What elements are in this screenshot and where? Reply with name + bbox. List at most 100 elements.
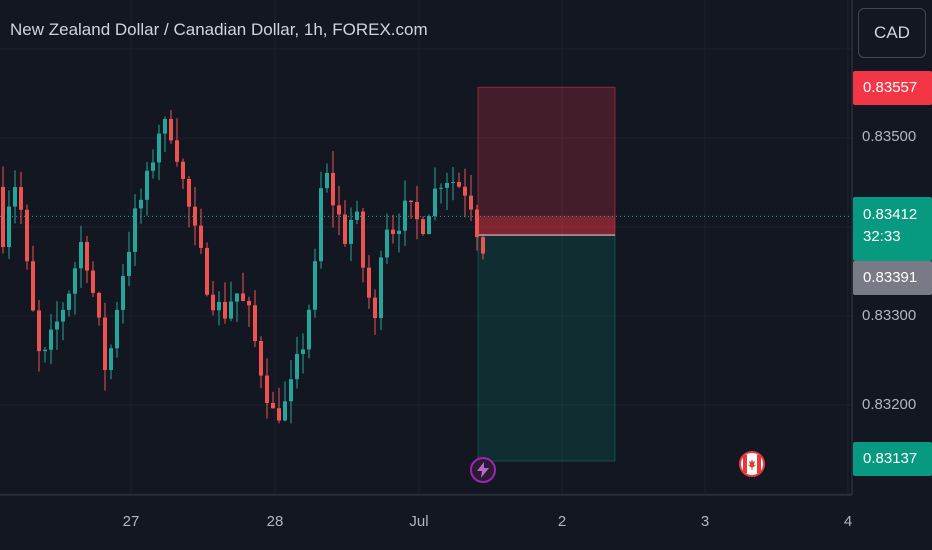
candle-body (157, 133, 161, 163)
candles (1, 109, 485, 424)
candle-body (343, 214, 347, 244)
candle-body (265, 375, 269, 403)
candle-body (331, 172, 335, 206)
candle-body (31, 261, 35, 311)
price-label-0.83300: 0.83300 (862, 307, 917, 324)
candle-body (115, 309, 119, 349)
candle-body (61, 309, 65, 322)
candle-body (391, 229, 395, 235)
candle-body (469, 195, 473, 210)
candle-body (91, 270, 95, 293)
candle-body (211, 294, 215, 311)
candle-body (283, 401, 287, 421)
target-price-badge: 0.83137 (853, 442, 932, 476)
candle-body (421, 219, 425, 235)
candle-body (451, 182, 455, 184)
candle-body (433, 188, 437, 217)
candle-body (481, 237, 485, 254)
candle-body (349, 219, 353, 244)
candle-body (319, 188, 323, 262)
candle-body (463, 186, 467, 196)
candle-body (247, 300, 251, 306)
candle-body (367, 267, 371, 298)
candle-body (475, 209, 479, 238)
candle-body (1, 186, 5, 248)
stop-price-badge: 0.83557 (853, 71, 932, 105)
candle-body (49, 329, 53, 350)
candle-body (109, 348, 113, 371)
candle-body (163, 119, 167, 134)
chart-title: New Zealand Dollar / Canadian Dollar, 1h… (10, 20, 428, 39)
candle-body (103, 317, 107, 371)
canada-flag-icon[interactable] (739, 451, 765, 477)
candle-body (415, 202, 419, 220)
candle-body (37, 310, 41, 352)
candle-body (139, 199, 143, 209)
time-label-3: 3 (700, 513, 710, 530)
candle-body (337, 205, 341, 215)
price-label-0.83500: 0.83500 (862, 128, 917, 145)
time-label-28: 28 (266, 513, 284, 530)
candle-body (73, 268, 77, 294)
candle-body (55, 321, 59, 330)
candle-body (223, 301, 227, 319)
candle-body (439, 187, 443, 189)
candle-body (19, 187, 23, 210)
open-pnl-zone (478, 216, 615, 236)
time-label-jul: Jul (409, 513, 429, 530)
candle-body (379, 257, 383, 319)
candle-body (85, 241, 89, 271)
candle-body (145, 170, 149, 200)
candle-body (271, 402, 275, 409)
candle-body (445, 182, 449, 188)
candle-body (427, 216, 431, 235)
candle-body (361, 211, 365, 268)
current-price-value: 0.83412 (863, 206, 918, 223)
take-profit-zone (477, 234, 616, 462)
time-label-4: 4 (843, 513, 853, 530)
stop-loss-zone (477, 86, 616, 236)
candle-body (385, 229, 389, 258)
candle-body (397, 230, 401, 235)
chart-grid (0, 0, 852, 495)
candle-body (133, 208, 137, 252)
price-label-0.83200: 0.83200 (862, 396, 917, 413)
candle-body (277, 408, 281, 421)
current-price-badge: 0.83412 32:33 (853, 197, 932, 261)
candle-body (409, 200, 413, 203)
candle-body (301, 349, 305, 354)
candle-body (457, 182, 461, 187)
time-label-2: 2 (557, 513, 567, 530)
candle-body (13, 187, 17, 207)
candle-body (289, 379, 293, 402)
candle-body (43, 349, 47, 352)
candle-body (181, 161, 185, 179)
candle-body (217, 301, 221, 311)
time-label-27: 27 (122, 513, 140, 530)
entry-price-badge: 0.83391 (853, 261, 932, 295)
candle-body (97, 292, 101, 318)
candle-body (205, 247, 209, 295)
candle-body (175, 140, 179, 162)
position-zones (477, 86, 616, 462)
candle-body (259, 340, 263, 376)
candle-body (121, 275, 125, 310)
candle-body (373, 297, 377, 319)
candle-body (307, 309, 311, 350)
candle-body (67, 293, 71, 310)
candle-body (127, 251, 131, 276)
candle-body (169, 119, 173, 141)
candle-body (187, 178, 191, 207)
candle-body (295, 353, 299, 380)
candle-body (79, 241, 83, 269)
candle-body (355, 211, 359, 220)
currency-button[interactable]: CAD (858, 8, 926, 58)
candle-body (253, 305, 257, 341)
candle-body (241, 293, 245, 301)
lightning-icon[interactable] (470, 457, 496, 483)
candle-body (7, 206, 11, 248)
candle-body (25, 209, 29, 262)
candle-body (403, 200, 407, 231)
candle-body (193, 206, 197, 226)
